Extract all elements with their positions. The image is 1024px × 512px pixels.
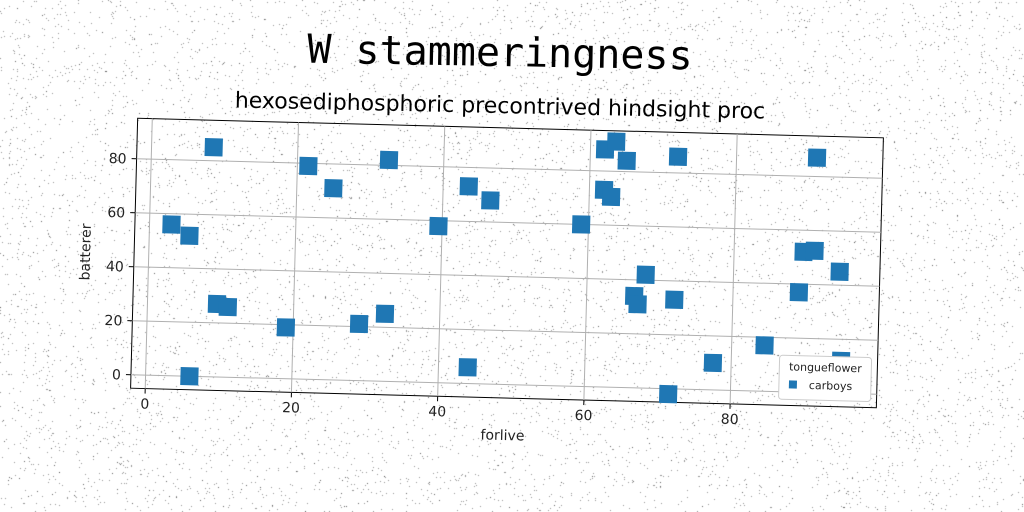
y-tick-label: 60 <box>107 205 125 221</box>
data-point <box>481 191 500 210</box>
data-point <box>703 353 723 373</box>
x-tick-label: 60 <box>574 408 592 424</box>
data-point <box>658 384 678 404</box>
data-point <box>379 150 399 170</box>
data-point <box>607 132 626 151</box>
x-tick-label: 0 <box>140 396 149 412</box>
plot-area: 0 20 40 60 80 0 20 40 60 80 forlive batterer tonguef… <box>77 117 884 445</box>
data-point <box>162 215 181 234</box>
data-point <box>180 226 199 246</box>
data-point <box>429 216 448 236</box>
data-point <box>324 178 343 198</box>
y-gridline <box>133 266 880 287</box>
data-point <box>636 265 655 284</box>
y-tick-label: 20 <box>104 313 122 329</box>
data-point <box>601 187 621 207</box>
legend-label: carboys <box>809 379 853 393</box>
data-point <box>665 290 684 310</box>
legend-box <box>778 354 873 402</box>
x-tick-label: 20 <box>282 400 300 416</box>
x-gridline <box>290 122 300 393</box>
x-gridline <box>144 118 153 389</box>
data-point <box>180 366 199 386</box>
legend-title: tongueflower <box>789 360 862 375</box>
data-point <box>805 241 824 261</box>
data-point <box>375 304 395 324</box>
data-point <box>807 148 827 167</box>
data-point <box>218 297 238 317</box>
y-gridline <box>136 158 883 179</box>
y-tick-label: 80 <box>109 151 127 167</box>
x-axis-label: forlive <box>480 427 524 444</box>
data-point <box>668 147 688 166</box>
plot-frame <box>130 117 884 409</box>
data-point <box>276 318 296 337</box>
data-point <box>299 156 318 176</box>
x-tick-label: 80 <box>721 412 739 428</box>
y-tick-label: 40 <box>106 259 124 275</box>
y-gridline <box>135 212 881 233</box>
data-point <box>458 358 477 377</box>
data-point <box>628 295 647 314</box>
data-point <box>789 283 809 302</box>
data-point <box>459 177 478 196</box>
data-point <box>204 138 223 157</box>
y-gridline <box>130 374 877 395</box>
y-axis-label: batterer <box>77 223 94 281</box>
data-point <box>830 262 849 281</box>
x-gridline <box>729 133 738 404</box>
x-gridline <box>437 126 446 397</box>
x-gridline <box>583 130 592 401</box>
y-tick-label: 0 <box>112 367 121 383</box>
x-tick-label: 40 <box>428 404 446 420</box>
data-point <box>617 151 636 171</box>
data-point <box>755 336 774 355</box>
y-gridline <box>132 320 879 341</box>
data-point <box>571 215 591 234</box>
legend-marker <box>788 380 798 389</box>
data-point <box>349 314 369 334</box>
